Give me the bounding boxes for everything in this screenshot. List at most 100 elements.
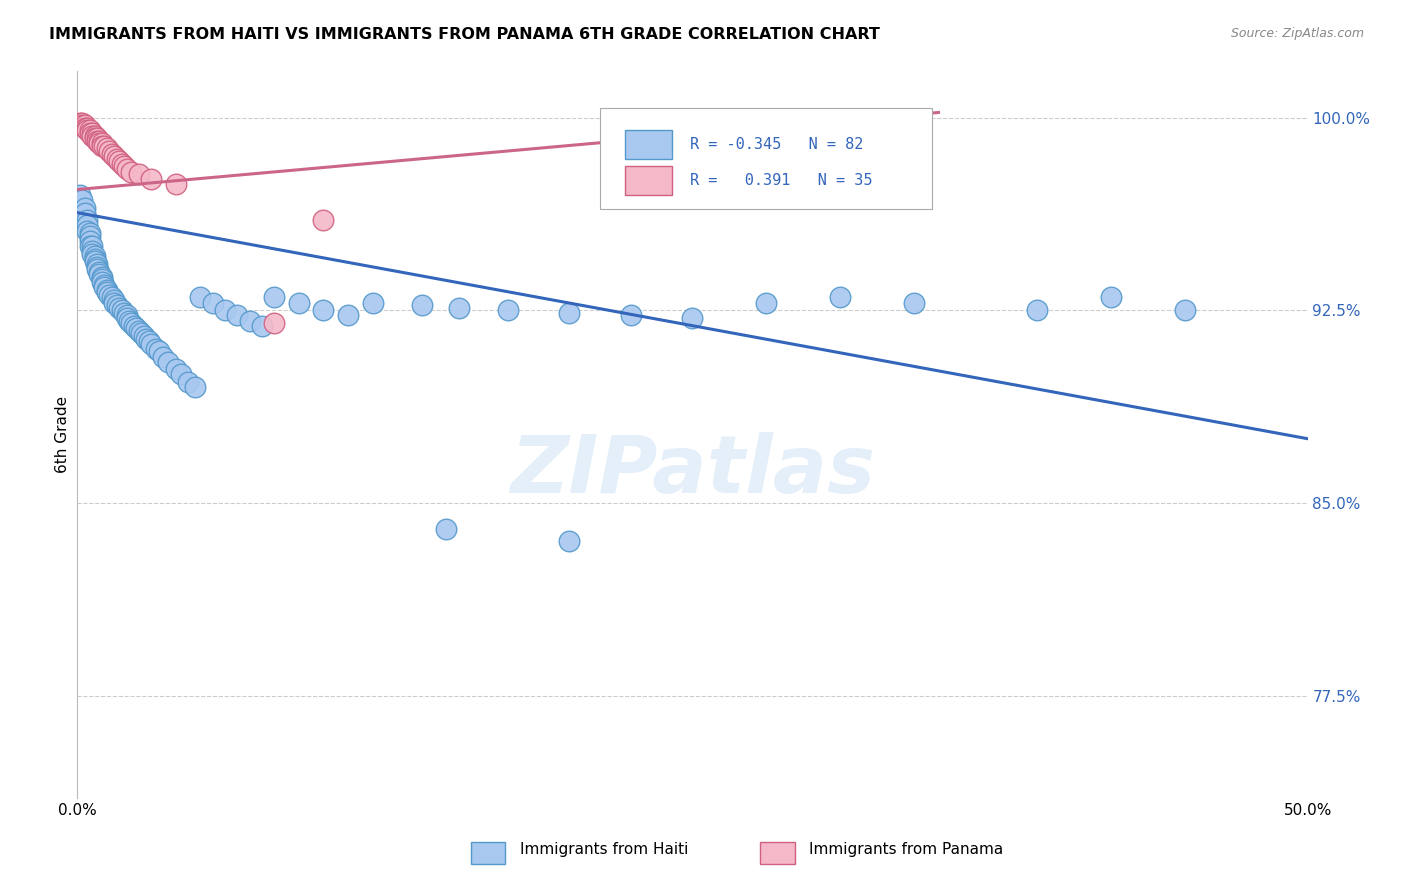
- Point: [141, 336, 163, 351]
- Point: [184, 380, 207, 394]
- Point: [86, 260, 108, 274]
- Point: [83, 131, 105, 145]
- Point: [157, 354, 180, 368]
- Point: [79, 228, 101, 243]
- Point: [82, 126, 104, 140]
- Point: [830, 290, 852, 304]
- Point: [903, 295, 925, 310]
- Point: [82, 246, 104, 260]
- Point: [165, 362, 187, 376]
- Point: [165, 178, 187, 192]
- Point: [128, 167, 150, 181]
- Point: [103, 149, 125, 163]
- Point: [141, 172, 163, 186]
- Point: [125, 321, 148, 335]
- Y-axis label: 6th Grade: 6th Grade: [55, 396, 70, 474]
- Point: [1026, 303, 1049, 318]
- Point: [83, 254, 105, 268]
- Point: [83, 128, 105, 143]
- Text: Source: ZipAtlas.com: Source: ZipAtlas.com: [1230, 27, 1364, 40]
- Point: [98, 144, 121, 158]
- FancyBboxPatch shape: [600, 108, 932, 210]
- Point: [436, 522, 458, 536]
- Point: [96, 283, 118, 297]
- Point: [86, 257, 108, 271]
- Point: [108, 154, 131, 169]
- Text: Immigrants from Haiti: Immigrants from Haiti: [520, 842, 689, 856]
- Point: [89, 265, 111, 279]
- Point: [89, 268, 111, 282]
- Point: [132, 329, 155, 343]
- Point: [90, 139, 114, 153]
- Point: [558, 306, 581, 320]
- Point: [620, 309, 643, 323]
- Point: [105, 152, 128, 166]
- Point: [112, 306, 135, 320]
- Point: [239, 313, 262, 327]
- Point: [145, 342, 167, 356]
- Point: [70, 116, 93, 130]
- Point: [121, 316, 143, 330]
- Point: [76, 219, 98, 233]
- Point: [108, 301, 131, 315]
- Text: R =   0.391   N = 35: R = 0.391 N = 35: [690, 173, 873, 188]
- Point: [79, 234, 101, 248]
- Point: [98, 288, 121, 302]
- Point: [755, 295, 778, 310]
- Point: [83, 252, 105, 266]
- Point: [177, 375, 200, 389]
- Point: [90, 136, 114, 151]
- Point: [121, 164, 143, 178]
- Point: [79, 126, 101, 140]
- Point: [115, 310, 138, 325]
- Point: [70, 193, 93, 207]
- Text: R = -0.345   N = 82: R = -0.345 N = 82: [690, 136, 863, 152]
- Point: [89, 136, 111, 151]
- Point: [76, 120, 98, 135]
- Point: [288, 295, 311, 310]
- FancyBboxPatch shape: [471, 842, 506, 863]
- Point: [101, 290, 124, 304]
- Point: [73, 205, 96, 219]
- Point: [312, 213, 335, 227]
- Point: [86, 134, 108, 148]
- Point: [73, 201, 96, 215]
- Point: [101, 146, 124, 161]
- Point: [170, 368, 193, 382]
- Point: [69, 187, 91, 202]
- Point: [558, 534, 581, 549]
- Point: [82, 244, 104, 259]
- Point: [112, 160, 135, 174]
- Point: [73, 118, 96, 132]
- Point: [93, 277, 115, 292]
- Point: [263, 316, 285, 330]
- Point: [103, 295, 125, 310]
- Point: [82, 239, 104, 253]
- Point: [263, 290, 285, 304]
- Point: [1099, 290, 1122, 304]
- Point: [76, 213, 98, 227]
- Point: [129, 326, 153, 341]
- Text: IMMIGRANTS FROM HAITI VS IMMIGRANTS FROM PANAMA 6TH GRADE CORRELATION CHART: IMMIGRANTS FROM HAITI VS IMMIGRANTS FROM…: [49, 27, 880, 42]
- Point: [226, 309, 249, 323]
- FancyBboxPatch shape: [761, 842, 794, 863]
- Point: [135, 332, 157, 346]
- Point: [96, 285, 118, 300]
- Point: [447, 301, 470, 315]
- Point: [90, 269, 114, 284]
- Point: [118, 313, 141, 327]
- Point: [70, 118, 93, 132]
- Point: [148, 344, 170, 359]
- Point: [83, 249, 105, 263]
- FancyBboxPatch shape: [624, 166, 672, 195]
- Point: [122, 318, 145, 333]
- Point: [337, 309, 360, 323]
- Point: [73, 120, 96, 135]
- Point: [1174, 303, 1197, 318]
- Point: [312, 303, 335, 318]
- Point: [79, 239, 101, 253]
- Point: [89, 134, 111, 148]
- Point: [93, 139, 115, 153]
- Point: [214, 303, 236, 318]
- Point: [361, 295, 384, 310]
